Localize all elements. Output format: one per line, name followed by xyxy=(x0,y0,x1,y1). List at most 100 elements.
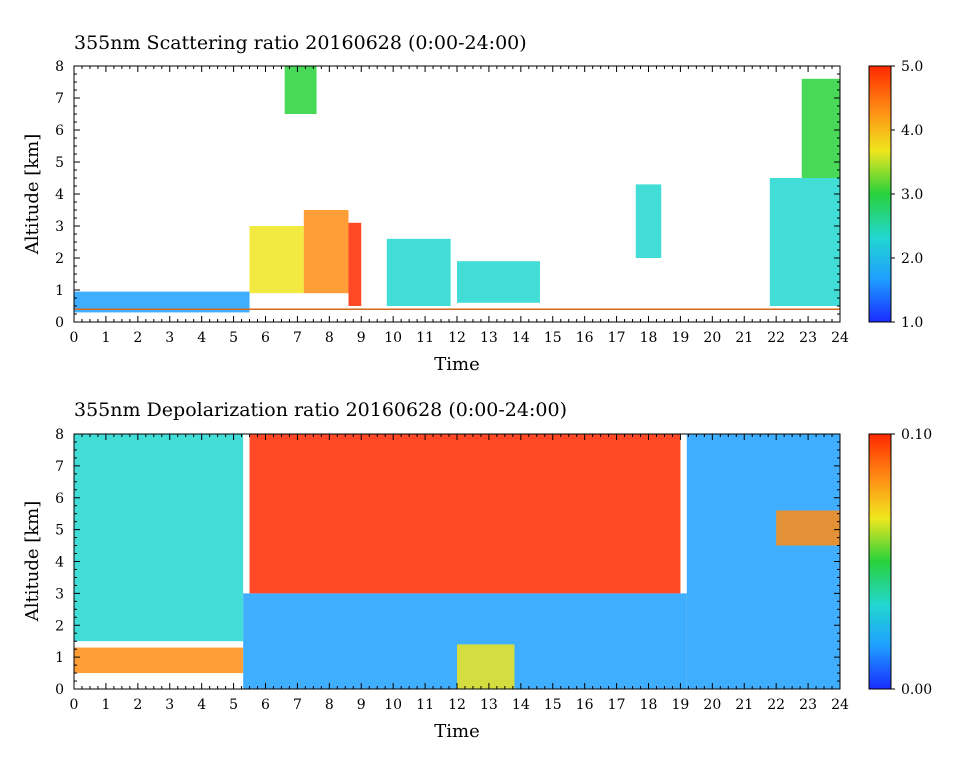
y-tick-label: 6 xyxy=(55,491,64,507)
chart-title: 355nm Depolarization ratio 20160628 (0:0… xyxy=(74,399,567,421)
x-tick-label: 12 xyxy=(448,330,466,346)
colorbar-scale xyxy=(868,433,892,690)
x-tick-label: 7 xyxy=(293,697,302,713)
x-tick-label: 8 xyxy=(325,330,334,346)
heatmap-region xyxy=(74,647,244,674)
x-tick-label: 12 xyxy=(448,697,466,713)
x-tick-label: 16 xyxy=(576,330,594,346)
x-tick-label: 13 xyxy=(480,330,498,346)
y-tick-label: 5 xyxy=(55,155,64,171)
colorbar-label: 2.0 xyxy=(901,251,923,267)
colorbar-label: 3.0 xyxy=(901,187,923,203)
y-tick-label: 5 xyxy=(55,523,64,539)
axis-ticks: 0 1 2 3 4 5 6 7 8 9 10 11 12 13 14 15 16 17 18 19 20 21 22 23 24… xyxy=(55,59,849,346)
y-tick-label: 3 xyxy=(55,586,64,602)
x-tick-label: 16 xyxy=(576,697,594,713)
colorbar-label: 0.00 xyxy=(901,682,932,698)
x-tick-label: 11 xyxy=(416,330,434,346)
x-tick-label: 15 xyxy=(544,330,562,346)
axis-ticks: 0 1 2 3 4 5 6 7 8 9 10 11 12 13 14 15 16 17 18 19 20 21 22 23 24… xyxy=(55,427,849,713)
y-tick-label: 6 xyxy=(55,123,64,139)
x-tick-label: 0 xyxy=(70,330,79,346)
y-tick-label: 0 xyxy=(55,682,64,698)
y-tick-label: 2 xyxy=(55,618,64,634)
y-tick-label: 8 xyxy=(55,427,64,443)
heatmap-region xyxy=(457,644,515,689)
x-axis-label: Time xyxy=(434,721,479,742)
x-tick-label: 14 xyxy=(512,697,530,713)
x-tick-label: 13 xyxy=(480,697,498,713)
heatmap-region xyxy=(776,510,840,546)
x-tick-label: 9 xyxy=(357,697,366,713)
x-tick-label: 4 xyxy=(197,330,206,346)
heatmap-region xyxy=(386,238,451,306)
y-tick-label: 1 xyxy=(55,650,64,666)
x-tick-label: 17 xyxy=(608,697,626,713)
heatmap-region xyxy=(769,178,840,306)
x-tick-label: 1 xyxy=(101,330,110,346)
heatmap-region xyxy=(635,184,662,258)
heatmap-region xyxy=(249,434,681,594)
x-tick-label: 19 xyxy=(672,697,690,713)
y-tick-label: 4 xyxy=(55,187,64,203)
heatmap-region xyxy=(303,210,349,294)
x-tick-label: 24 xyxy=(831,697,849,713)
plot-area xyxy=(74,66,840,313)
x-tick-label: 4 xyxy=(197,697,206,713)
heatmap-region xyxy=(249,226,304,294)
x-tick-label: 0 xyxy=(70,697,79,713)
heatmap-region xyxy=(74,291,250,313)
x-tick-label: 24 xyxy=(831,330,849,346)
y-tick-label: 2 xyxy=(55,251,64,267)
x-tick-label: 10 xyxy=(384,330,402,346)
y-tick-label: 1 xyxy=(55,283,64,299)
plot-area xyxy=(74,434,840,689)
chart-title: 355nm Scattering ratio 20160628 (0:00-24… xyxy=(74,32,527,54)
x-tick-label: 14 xyxy=(512,330,530,346)
heatmap-region xyxy=(74,434,244,642)
x-tick-label: 22 xyxy=(767,697,785,713)
heatmap-region xyxy=(686,434,840,689)
x-axis-label: Time xyxy=(434,354,479,375)
y-tick-label: 3 xyxy=(55,219,64,235)
scattering-ratio-panel: 355nm Scattering ratio 20160628 (0:00-24… xyxy=(22,32,923,375)
heatmap-region xyxy=(457,261,540,303)
x-tick-label: 22 xyxy=(767,330,785,346)
x-tick-label: 19 xyxy=(672,330,690,346)
x-tick-label: 15 xyxy=(544,697,562,713)
colorbar-label: 4.0 xyxy=(901,123,923,139)
colorbar-label: 0.10 xyxy=(901,427,932,443)
x-tick-label: 7 xyxy=(293,330,302,346)
y-tick-label: 8 xyxy=(55,59,64,75)
y-tick-label: 4 xyxy=(55,555,64,571)
x-tick-label: 5 xyxy=(229,697,238,713)
x-tick-label: 20 xyxy=(703,330,721,346)
x-tick-label: 21 xyxy=(735,330,753,346)
x-tick-label: 18 xyxy=(640,330,658,346)
x-tick-label: 21 xyxy=(735,697,753,713)
x-tick-label: 6 xyxy=(261,330,270,346)
x-tick-label: 23 xyxy=(799,697,817,713)
x-tick-label: 10 xyxy=(384,697,402,713)
y-axis-label: Altitude [km] xyxy=(22,134,43,256)
y-tick-label: 0 xyxy=(55,315,64,331)
y-tick-label: 7 xyxy=(55,459,64,475)
x-tick-label: 1 xyxy=(101,697,110,713)
x-tick-label: 23 xyxy=(799,330,817,346)
x-tick-label: 3 xyxy=(165,697,174,713)
colorbar-label: 5.0 xyxy=(901,59,923,75)
colorbar: 1.0 2.0 3.0 4.0 5.0 xyxy=(868,59,923,331)
heatmap-region xyxy=(348,222,362,306)
colorbar-label: 1.0 xyxy=(901,315,923,331)
heatmap-region xyxy=(284,66,317,114)
depolarization-ratio-panel: 355nm Depolarization ratio 20160628 (0:0… xyxy=(22,399,932,742)
x-tick-label: 5 xyxy=(229,330,238,346)
x-tick-label: 3 xyxy=(165,330,174,346)
x-tick-label: 6 xyxy=(261,697,270,713)
colorbar: 0.00 0.10 xyxy=(868,427,932,698)
x-tick-label: 20 xyxy=(703,697,721,713)
heatmap-region xyxy=(801,78,840,178)
x-tick-label: 9 xyxy=(357,330,366,346)
x-tick-label: 11 xyxy=(416,697,434,713)
